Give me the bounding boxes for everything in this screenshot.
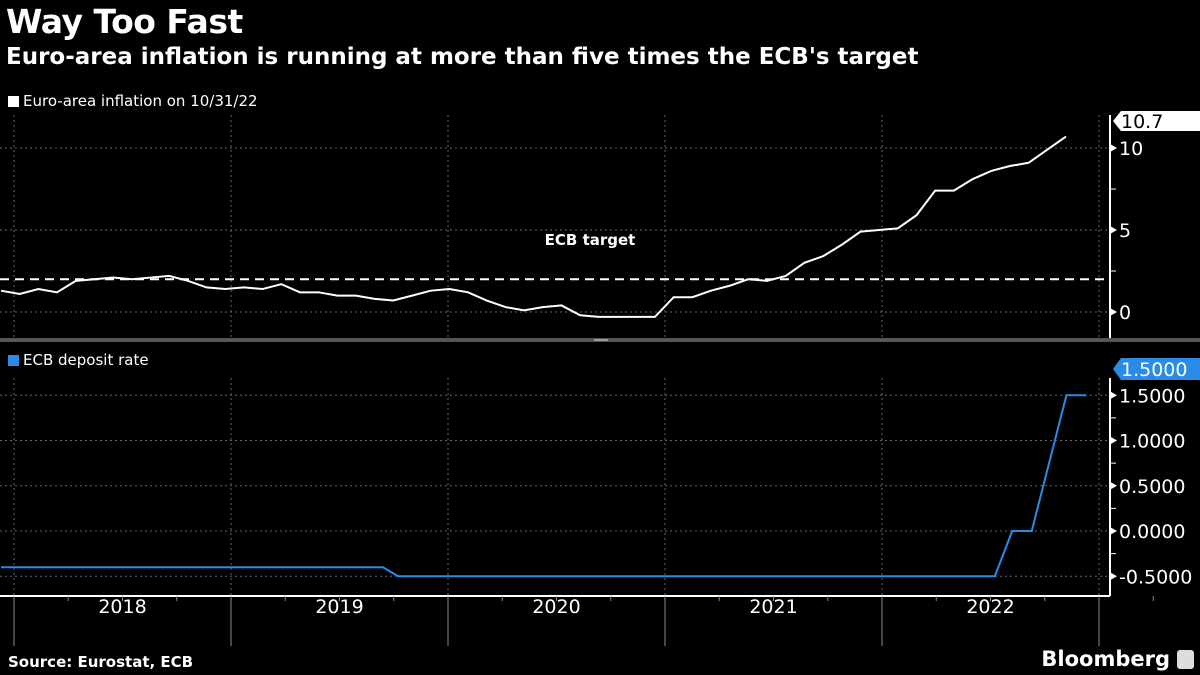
inflation-last-value: 10.7 <box>1121 111 1163 133</box>
deposit-rate-last-value: 1.5000 <box>1121 359 1187 381</box>
ecb-target-annotation: ECB target <box>545 231 636 249</box>
y-tick-marker <box>1110 391 1117 400</box>
y-tick-marker <box>1110 144 1117 152</box>
inflation-line <box>0 135 1067 318</box>
x-year-label: 2019 <box>315 596 363 618</box>
panel-resize-handle <box>594 339 608 341</box>
y-tick-label: 0.0000 <box>1119 521 1185 543</box>
x-year-label: 2020 <box>532 596 580 618</box>
y-tick-label: 0.5000 <box>1119 476 1185 498</box>
inflation-last-value-badge <box>1113 111 1200 131</box>
legend-swatch-blue <box>8 354 19 366</box>
chart-subtitle: Euro-area inflation is running at more t… <box>6 44 919 70</box>
legend-inflation: Euro-area inflation on 10/31/22 <box>8 92 258 110</box>
x-year-label: 2018 <box>98 596 146 618</box>
y-tick-label: -0.5000 <box>1119 566 1192 588</box>
y-tick-marker <box>1110 436 1117 445</box>
bloomberg-chart-icon <box>1177 650 1194 669</box>
y-tick-marker <box>1110 308 1117 316</box>
deposit-rate-last-value-badge <box>1113 358 1200 380</box>
y-tick-label: 0 <box>1119 302 1131 324</box>
y-tick-marker <box>1110 527 1117 535</box>
y-tick-marker <box>1110 572 1117 581</box>
y-tick-label: 1.5000 <box>1119 385 1185 407</box>
bloomberg-logo: Bloomberg <box>1041 647 1170 671</box>
legend-label: ECB deposit rate <box>23 351 149 369</box>
y-tick-label: 1.0000 <box>1119 431 1185 453</box>
x-year-label: 2021 <box>749 596 797 618</box>
x-year-label: 2022 <box>966 596 1014 618</box>
legend-label: Euro-area inflation on 10/31/22 <box>23 92 258 110</box>
legend-deposit-rate: ECB deposit rate <box>8 351 149 369</box>
chart-title: Way Too Fast <box>6 2 243 41</box>
y-tick-label: 5 <box>1119 220 1131 242</box>
deposit-rate-line <box>0 394 1086 578</box>
source-note: Source: Eurostat, ECB <box>8 653 194 671</box>
legend-swatch-white <box>8 95 19 107</box>
y-tick-label: 10 <box>1119 138 1143 160</box>
y-tick-marker <box>1110 226 1117 234</box>
y-tick-marker <box>1110 481 1117 490</box>
